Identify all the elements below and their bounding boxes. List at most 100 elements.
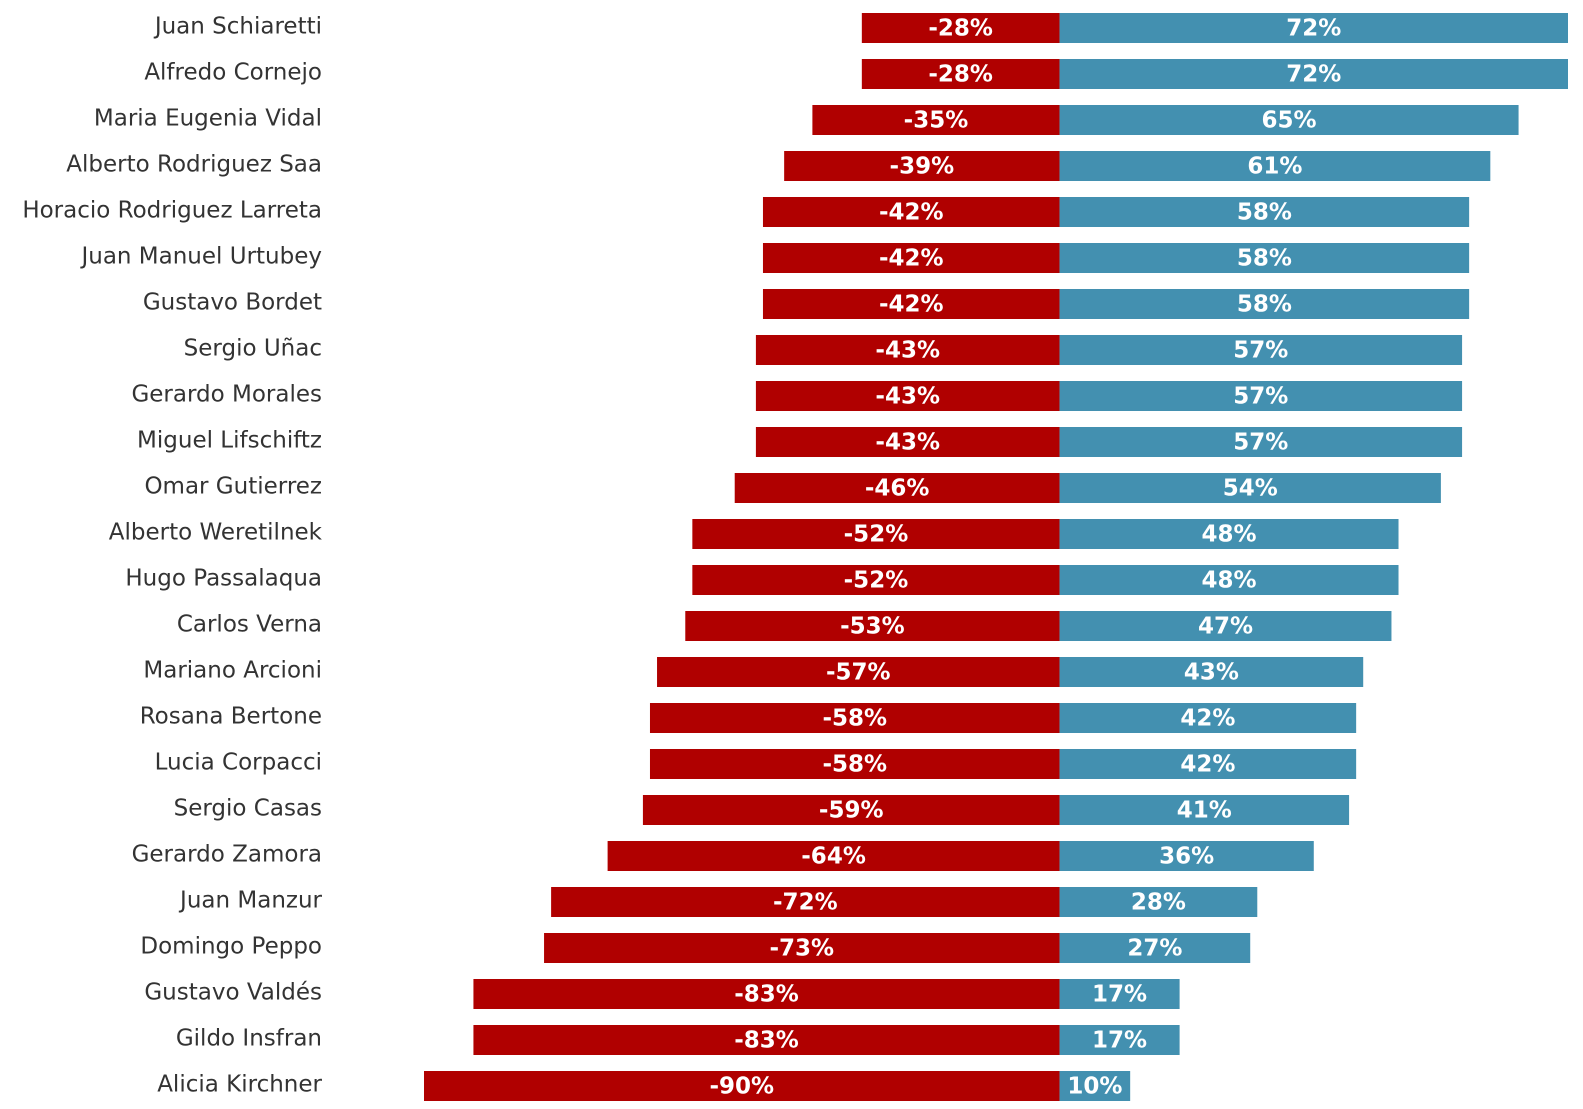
category-label: Miguel Lifschiftz	[137, 428, 322, 454]
bar	[755, 381, 1060, 411]
value-label: 10%	[1067, 1074, 1122, 1100]
bar	[1059, 1071, 1131, 1101]
category-label: Alfredo Cornejo	[144, 60, 322, 86]
value-label: -57%	[826, 660, 891, 686]
bar	[1059, 565, 1399, 595]
value-label: -73%	[769, 936, 834, 962]
bar	[1059, 519, 1399, 549]
value-label: 43%	[1184, 660, 1239, 686]
value-label: -28%	[928, 62, 993, 88]
bar	[424, 1071, 1060, 1101]
value-label: 65%	[1262, 108, 1317, 134]
value-label: 47%	[1198, 614, 1253, 640]
value-label: 27%	[1127, 936, 1182, 962]
bar	[1059, 105, 1519, 135]
bar	[1059, 749, 1357, 779]
value-label: -35%	[904, 108, 969, 134]
value-label: -83%	[734, 1028, 799, 1054]
category-label: Domingo Peppo	[140, 934, 322, 960]
bar	[1059, 979, 1180, 1009]
value-label: -58%	[822, 706, 887, 732]
value-label: -42%	[879, 246, 944, 272]
category-label: Alicia Kirchner	[157, 1072, 322, 1098]
category-label: Juan Manzur	[178, 888, 323, 914]
bar	[734, 473, 1060, 503]
category-label: Rosana Bertone	[140, 704, 322, 730]
bar	[544, 933, 1060, 963]
value-label: 58%	[1237, 246, 1292, 272]
category-label: Alberto Rodriguez Saa	[66, 152, 322, 178]
value-label: 48%	[1202, 522, 1257, 548]
bar	[607, 841, 1060, 871]
value-label: -42%	[879, 200, 944, 226]
bar	[692, 519, 1060, 549]
value-label: 17%	[1092, 1028, 1147, 1054]
value-label: 72%	[1286, 16, 1341, 42]
value-label: 48%	[1202, 568, 1257, 594]
bar	[657, 657, 1060, 687]
value-label: 61%	[1247, 154, 1302, 180]
value-label: -43%	[875, 430, 940, 456]
bar	[812, 105, 1060, 135]
bar	[692, 565, 1060, 595]
value-label: -52%	[844, 522, 909, 548]
category-label: Juan Schiaretti	[153, 14, 322, 40]
bar	[1059, 381, 1463, 411]
category-label: Sergio Uñac	[184, 336, 322, 362]
bar	[755, 335, 1060, 365]
bar	[1059, 243, 1470, 273]
value-label: -43%	[875, 384, 940, 410]
value-label: -39%	[890, 154, 955, 180]
bar	[642, 795, 1060, 825]
bar	[649, 703, 1060, 733]
value-label: -42%	[879, 292, 944, 318]
value-label: -72%	[773, 890, 838, 916]
value-label: -28%	[928, 16, 993, 42]
value-label: 42%	[1180, 706, 1235, 732]
bar	[649, 749, 1060, 779]
bar	[1059, 289, 1470, 319]
bar	[762, 243, 1060, 273]
value-label: -90%	[709, 1074, 774, 1100]
bar	[755, 427, 1060, 457]
bar	[551, 887, 1060, 917]
bar	[685, 611, 1060, 641]
value-label: 28%	[1131, 890, 1186, 916]
category-label: Maria Eugenia Vidal	[94, 106, 322, 132]
bar	[1059, 197, 1470, 227]
bar	[1059, 59, 1568, 89]
category-label: Gildo Insfran	[176, 1026, 322, 1052]
category-label: Horacio Rodriguez Larreta	[22, 198, 322, 224]
category-label: Gustavo Bordet	[143, 290, 322, 316]
category-label: Sergio Casas	[174, 796, 322, 822]
category-label: Gerardo Morales	[131, 382, 322, 408]
category-label: Omar Gutierrez	[144, 474, 322, 500]
bar	[1059, 1025, 1180, 1055]
bar	[1059, 611, 1392, 641]
value-label: 57%	[1233, 384, 1288, 410]
value-label: -59%	[819, 798, 884, 824]
category-label: Carlos Verna	[177, 612, 322, 638]
bar	[1059, 933, 1251, 963]
value-label: 58%	[1237, 292, 1292, 318]
bar	[1059, 13, 1568, 43]
value-label: -52%	[844, 568, 909, 594]
bar	[1059, 473, 1441, 503]
value-label: -83%	[734, 982, 799, 1008]
value-label: -64%	[801, 844, 866, 870]
value-label: 57%	[1233, 338, 1288, 364]
value-label: 41%	[1177, 798, 1232, 824]
bar	[762, 289, 1060, 319]
category-label: Alberto Weretilnek	[109, 520, 323, 546]
bar	[473, 1025, 1060, 1055]
category-label: Mariano Arcioni	[143, 658, 322, 684]
category-label: Gerardo Zamora	[132, 842, 322, 868]
bar	[1059, 427, 1463, 457]
bar	[861, 59, 1060, 89]
bar	[1059, 657, 1364, 687]
value-label: 36%	[1159, 844, 1214, 870]
category-label: Juan Manuel Urtubey	[79, 244, 322, 270]
bar	[1059, 703, 1357, 733]
category-label: Lucia Corpacci	[155, 750, 322, 776]
